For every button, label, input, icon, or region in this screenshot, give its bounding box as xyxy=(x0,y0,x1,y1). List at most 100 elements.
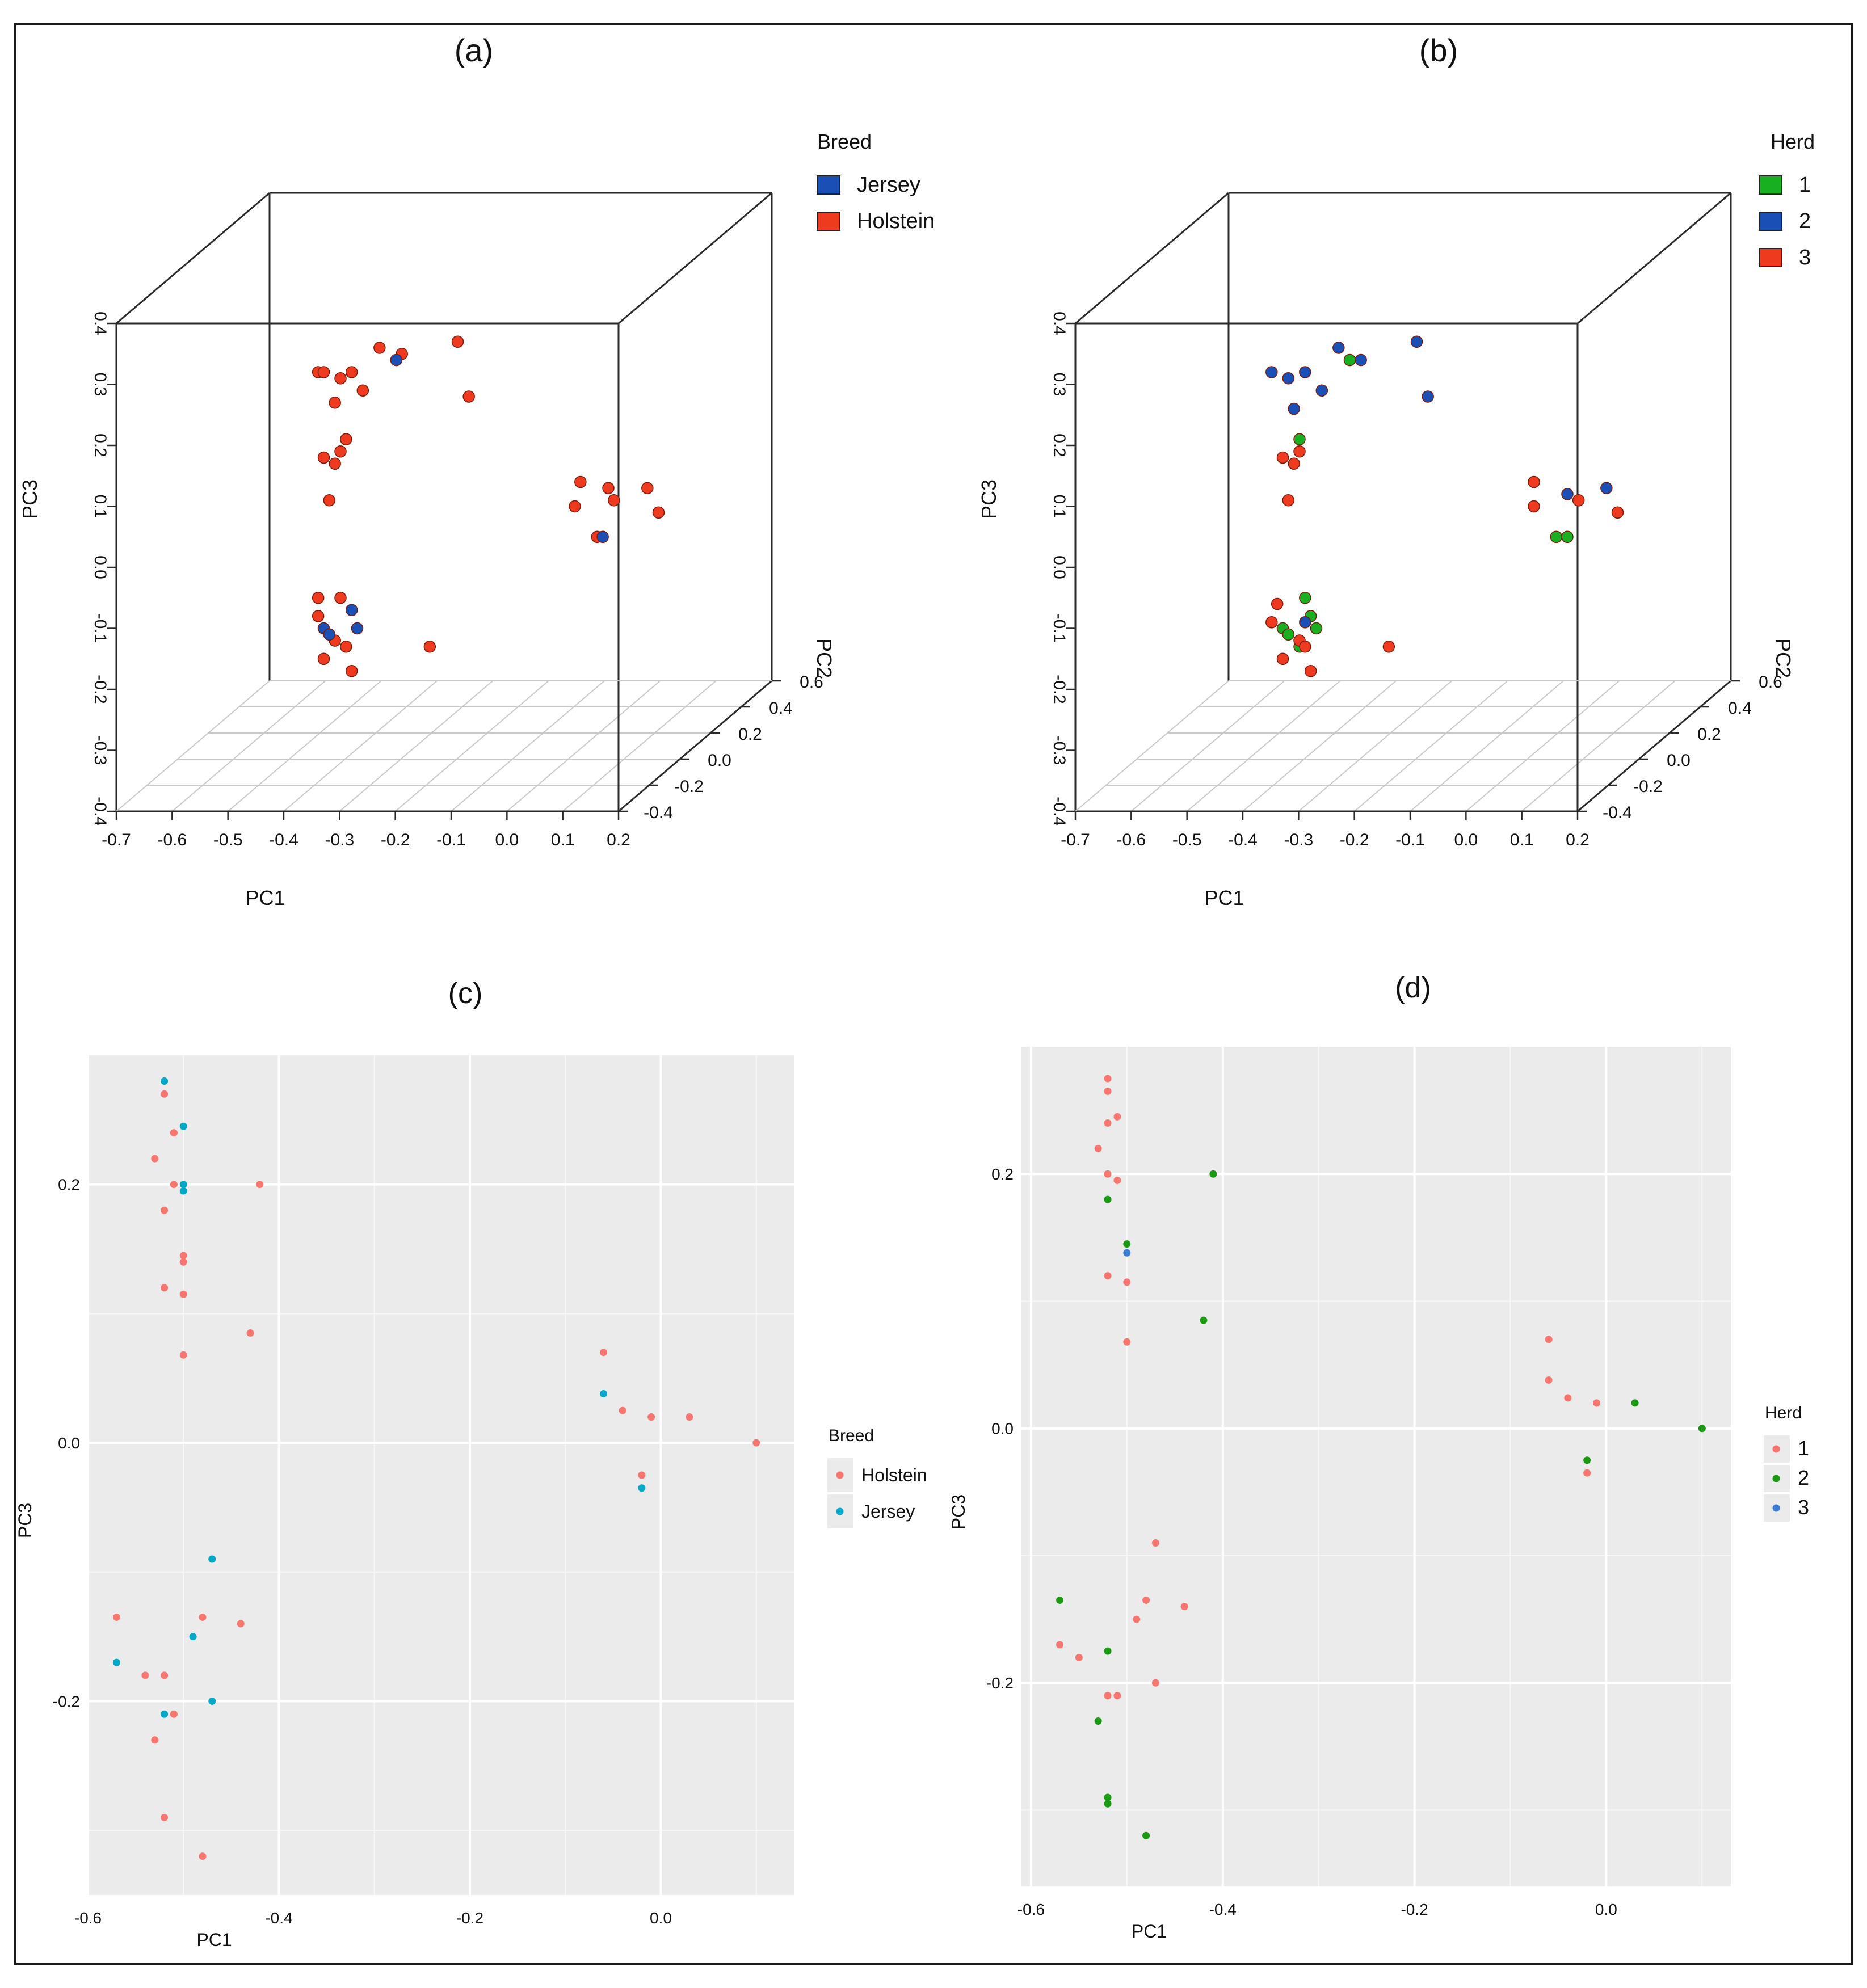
z-tick-label: 0.2 xyxy=(738,725,762,744)
x-tick-label: 0.0 xyxy=(1595,1901,1617,1918)
data-point xyxy=(334,592,347,604)
legend-label: Holstein xyxy=(861,1465,927,1485)
data-point xyxy=(1422,390,1434,403)
data-point xyxy=(1180,1603,1188,1611)
data-point xyxy=(329,397,341,409)
floor-gridline xyxy=(116,680,270,812)
z-axis-label: PC2 xyxy=(813,638,836,678)
data-point xyxy=(334,445,347,458)
y-tick-label: -0.4 xyxy=(91,797,110,826)
y-tick-label: -0.1 xyxy=(1050,614,1069,643)
data-point xyxy=(1123,1278,1131,1286)
data-point xyxy=(1583,1469,1591,1477)
data-point xyxy=(1282,628,1295,641)
x-tick-label: -0.2 xyxy=(1340,831,1369,849)
z-tick-label: 0.0 xyxy=(708,751,731,770)
data-point xyxy=(1151,1679,1159,1687)
x-tick-label: 0.2 xyxy=(607,831,630,849)
panel-label: (b) xyxy=(1419,32,1458,68)
legend-title: Breed xyxy=(829,1426,874,1445)
z-tick-label: -0.4 xyxy=(1603,803,1632,822)
z-tick-label: -0.2 xyxy=(1633,777,1663,796)
data-point xyxy=(1545,1336,1553,1343)
data-point xyxy=(1104,1647,1112,1655)
data-point xyxy=(1593,1399,1601,1407)
data-point xyxy=(574,475,587,488)
x-tick-label: 0.0 xyxy=(495,831,519,849)
data-point xyxy=(1104,1087,1112,1095)
plot-panel xyxy=(88,1055,794,1895)
data-point xyxy=(1142,1831,1150,1839)
legend-swatch xyxy=(1759,212,1782,231)
data-point xyxy=(112,1658,120,1666)
data-point xyxy=(312,610,325,622)
data-point xyxy=(1561,530,1574,543)
data-point xyxy=(170,1710,178,1718)
x-tick-label: -0.2 xyxy=(456,1909,483,1927)
z-axis-label: PC2 xyxy=(1772,638,1795,678)
y-tick-label: 0.2 xyxy=(91,433,110,457)
data-point xyxy=(329,457,341,470)
panel-d: (d) -0.6 -0.4 -0.2 0.0 0.2 0.0 -0.2 PC1 PC3 Herd 1 2… xyxy=(948,971,1809,1941)
data-point xyxy=(1315,384,1328,397)
x-tick-label: -0.2 xyxy=(1401,1901,1428,1918)
data-point xyxy=(608,494,620,507)
y-tick-label: 0.4 xyxy=(91,311,110,335)
data-point xyxy=(423,641,436,653)
x-tick-label: 0.1 xyxy=(1510,831,1534,849)
data-point xyxy=(1299,616,1311,629)
x-tick-label: -0.1 xyxy=(436,831,466,849)
data-point xyxy=(351,622,364,635)
data-point xyxy=(1572,494,1585,507)
data-point xyxy=(619,1406,626,1414)
data-point xyxy=(1332,342,1345,354)
legend-label: 3 xyxy=(1799,246,1811,269)
data-point xyxy=(1142,1596,1150,1604)
x-tick-label: -0.5 xyxy=(1172,831,1202,849)
data-point xyxy=(1113,1692,1121,1700)
x-tick-label: -0.6 xyxy=(1017,1901,1045,1918)
z-tick-label: 0.2 xyxy=(1697,725,1721,744)
floor-gridline xyxy=(1075,680,1229,812)
legend-swatch xyxy=(1772,1475,1780,1482)
x-tick-label: -0.4 xyxy=(269,831,298,849)
data-point xyxy=(1075,1653,1083,1661)
x-axis-label: PC1 xyxy=(1204,886,1244,909)
x-tick-label: 0.0 xyxy=(1454,831,1478,849)
data-point xyxy=(1355,353,1367,367)
data-point xyxy=(237,1620,245,1628)
panel-c: (c) -0.6 -0.4 -0.2 0.0 0.2 0.0 -0.2 PC1 PC3 Breed H… xyxy=(15,977,927,1950)
data-point xyxy=(1104,1793,1112,1801)
data-point xyxy=(199,1852,207,1860)
data-point xyxy=(1265,366,1278,378)
data-point xyxy=(1550,530,1563,543)
data-point xyxy=(1528,475,1540,488)
y-tick-label: -0.4 xyxy=(1050,797,1069,826)
y-tick-label: 0.1 xyxy=(1050,495,1069,519)
y-axis-label: PC3 xyxy=(18,479,41,519)
box-edge xyxy=(1577,680,1731,812)
y-tick-label: 0.0 xyxy=(58,1434,80,1452)
x-tick-label: -0.7 xyxy=(1061,831,1090,849)
legend-title: Breed xyxy=(817,130,872,153)
data-point xyxy=(161,1284,169,1292)
data-point xyxy=(1528,500,1540,513)
data-points xyxy=(1056,1075,1706,1839)
data-point xyxy=(345,366,358,378)
data-point xyxy=(373,342,386,354)
legend-label: Jersey xyxy=(861,1501,915,1522)
data-point xyxy=(1288,457,1300,470)
data-point xyxy=(179,1181,187,1189)
x-tick-label: 0.0 xyxy=(650,1909,672,1927)
data-points xyxy=(112,1077,760,1860)
floor-gridline xyxy=(1410,680,1564,812)
data-point xyxy=(647,1413,655,1421)
data-point xyxy=(161,1206,169,1214)
box-edge xyxy=(618,192,772,325)
panel-a: (a) -0.7 -0.6 -0.5 -0.4 -0.3 -0.2 -0.1 0.0 0.1 0.2… xyxy=(18,32,935,909)
x-tick-label: -0.4 xyxy=(1209,1901,1237,1918)
box-edge xyxy=(116,192,270,325)
data-point xyxy=(1583,1456,1591,1464)
data-point xyxy=(462,390,475,403)
x-tick-label: 0.2 xyxy=(1566,831,1590,849)
